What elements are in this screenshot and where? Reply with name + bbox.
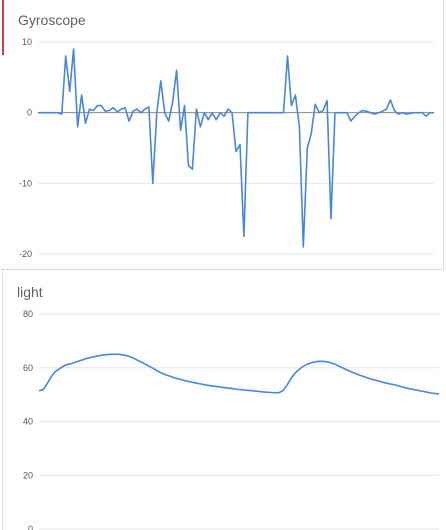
gyroscope-chart-panel: Gyroscope 10 0 -10 -20	[2, 0, 444, 270]
series-line	[38, 353, 440, 395]
y-tick-label: 60	[23, 363, 33, 373]
y-tick-label: 40	[23, 417, 33, 427]
panel-accent-bar	[2, 0, 4, 55]
y-tick-label: 80	[23, 309, 33, 319]
y-tick-label: 10	[22, 37, 32, 47]
series-line	[38, 48, 434, 248]
y-tick-label: 0	[27, 108, 32, 118]
y-tick-label: 20	[23, 470, 33, 480]
y-tick-label: -20	[19, 249, 32, 259]
light-line-chart: 80 60 40 20 0	[23, 309, 440, 530]
y-tick-label: -10	[19, 178, 32, 188]
gyroscope-line-chart: 10 0 -10 -20	[19, 37, 434, 259]
y-tick-label: 0	[28, 524, 33, 530]
gyroscope-chart-title: Gyroscope	[18, 12, 86, 28]
light-chart-panel: light 80 60 40 20 0	[2, 273, 444, 530]
light-chart-title: light	[17, 284, 43, 300]
